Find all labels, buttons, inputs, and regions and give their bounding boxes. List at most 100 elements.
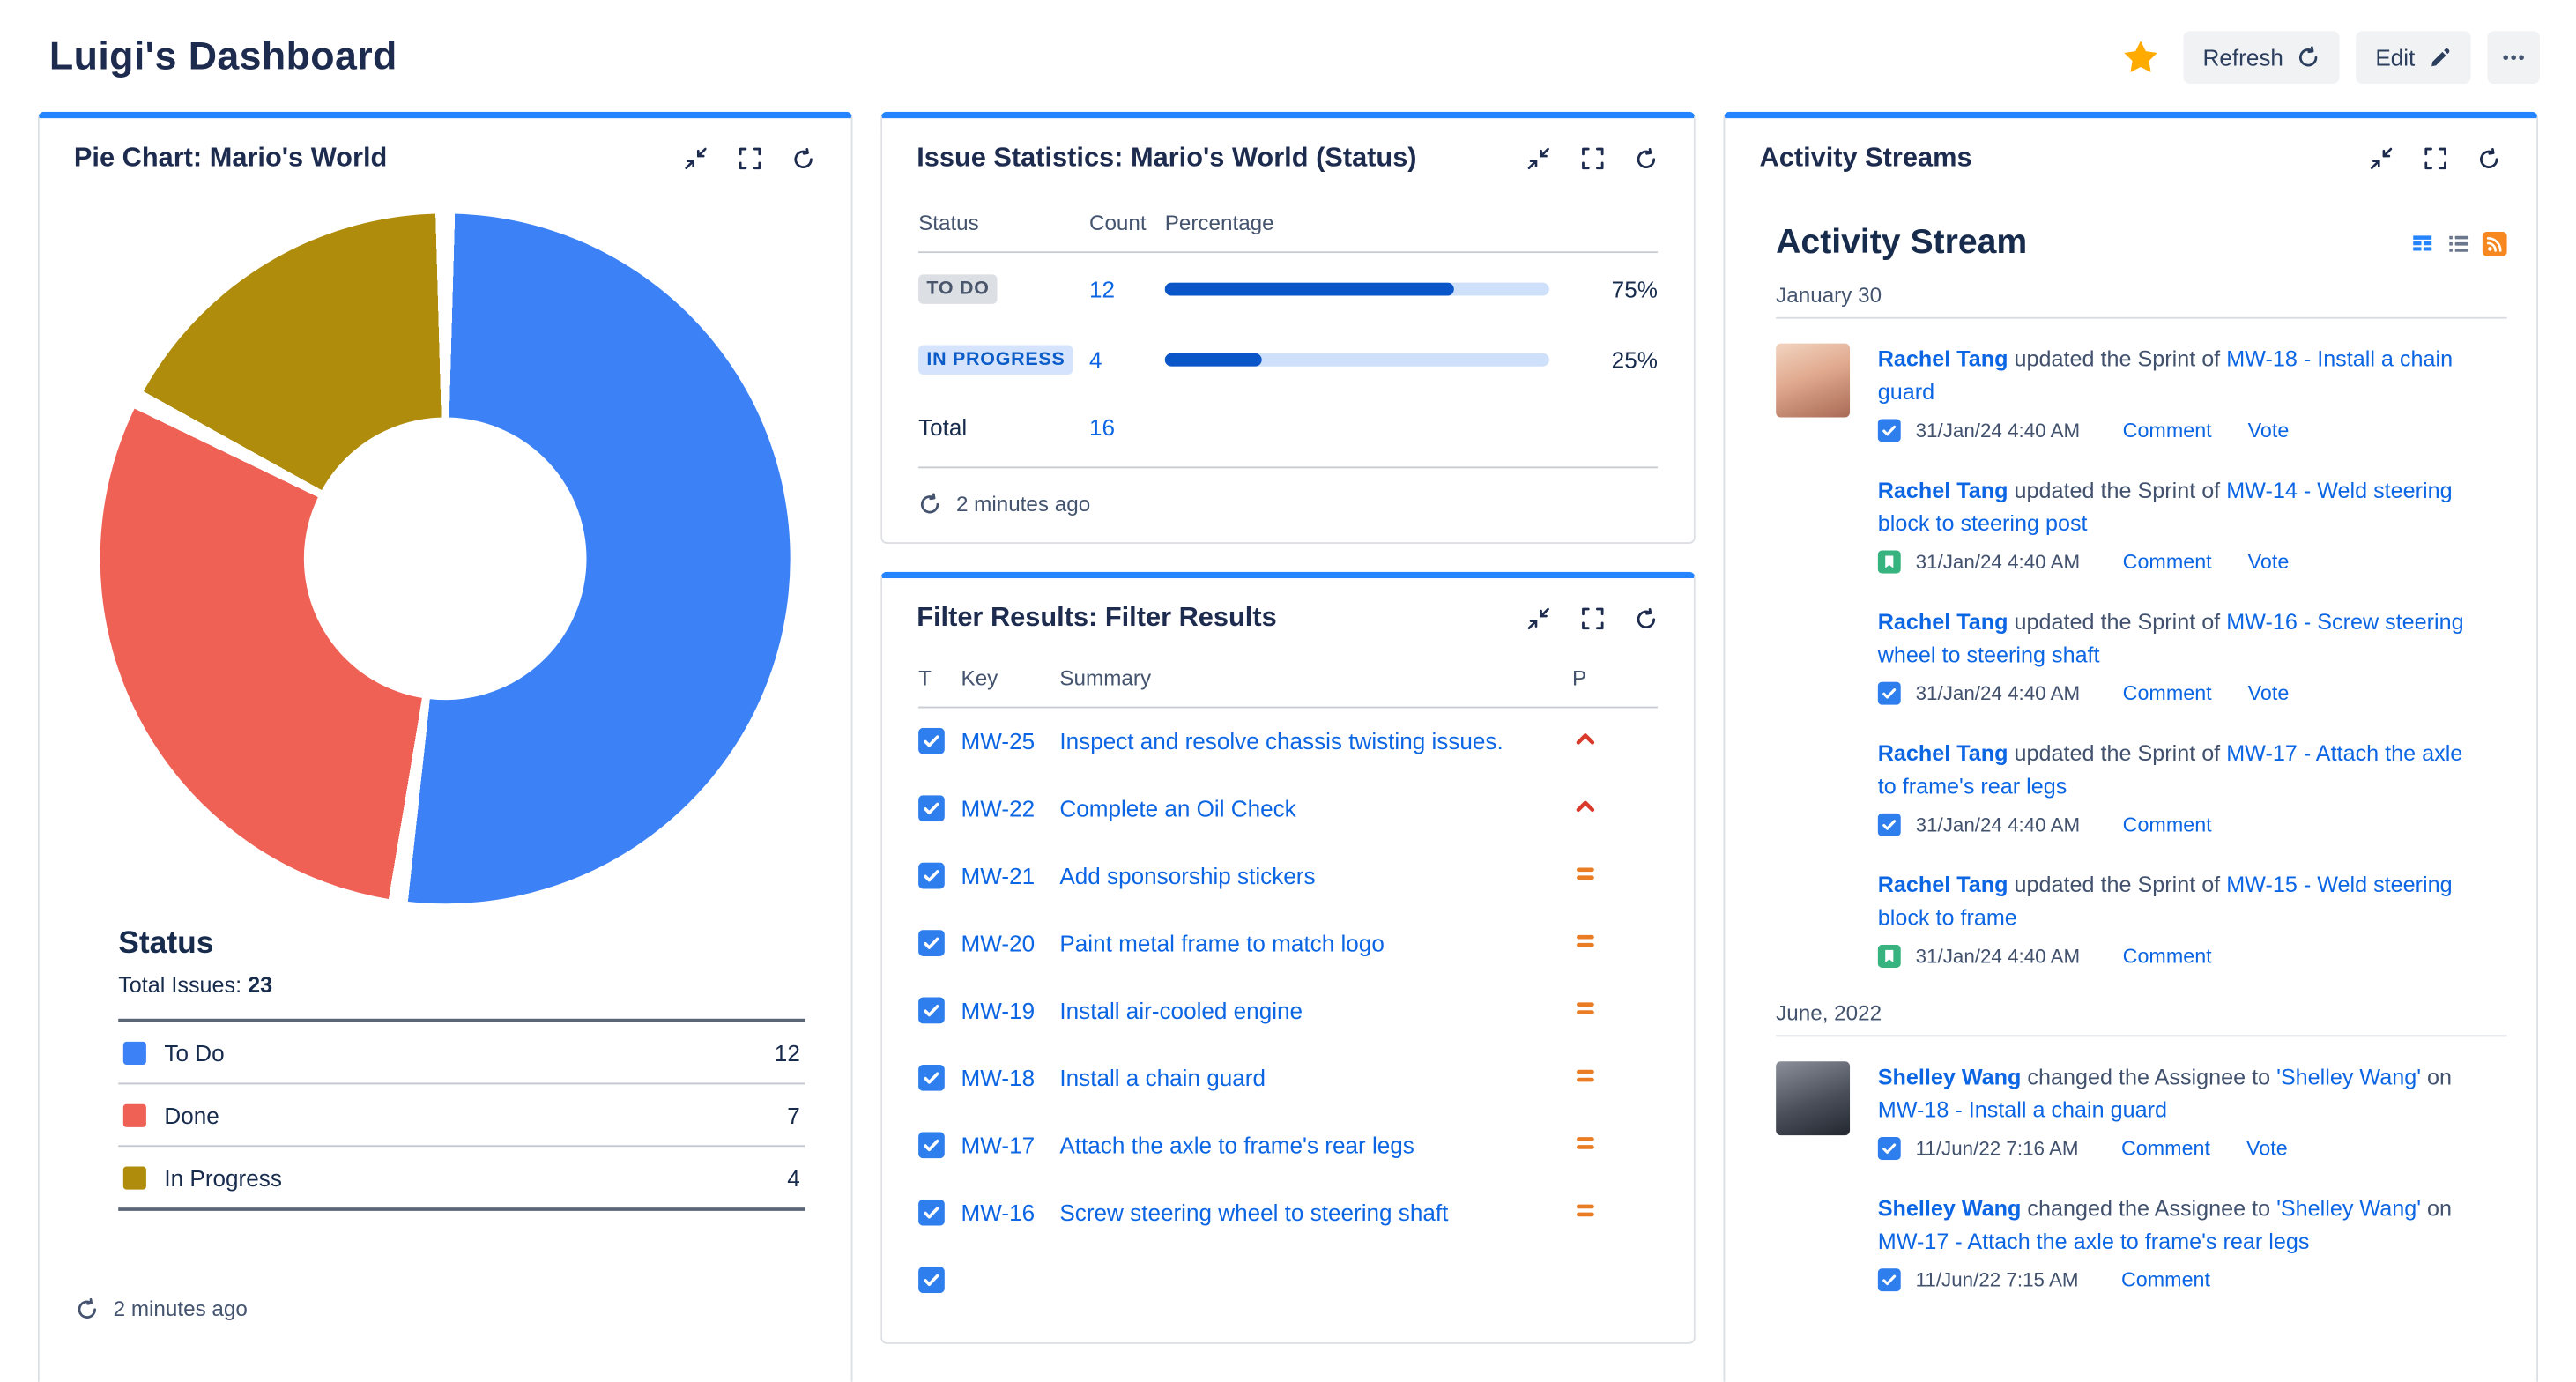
- vote-link[interactable]: Vote: [2246, 1136, 2288, 1161]
- column-status: Status: [918, 210, 979, 235]
- issue-key-link[interactable]: MW-21: [961, 862, 1036, 889]
- issue-key-link[interactable]: MW-22: [961, 795, 1036, 822]
- activity-groups: January 30 Rachel Tang updated the Sprint…: [1776, 283, 2507, 1292]
- issue-key-link[interactable]: MW-17: [961, 1132, 1036, 1159]
- refresh-icon: [918, 492, 941, 515]
- refresh-button[interactable]: Refresh: [2183, 31, 2340, 85]
- issue-link[interactable]: MW-14 - Weld steering block to steering …: [1877, 478, 2453, 535]
- issue-link[interactable]: MW-15 - Weld steering block to frame: [1877, 872, 2453, 930]
- expand-gadget-button[interactable]: [1578, 145, 1605, 172]
- gadget-actions: [1525, 145, 1659, 172]
- stats-progress-bar: [1164, 352, 1549, 366]
- minimize-gadget-button[interactable]: [1525, 606, 1551, 632]
- updated-text: 2 minutes ago: [113, 1296, 248, 1321]
- pie-total-label: Total Issues:: [118, 972, 242, 998]
- rss-icon[interactable]: [2482, 230, 2507, 256]
- expand-gadget-button[interactable]: [736, 145, 762, 172]
- issue-summary-link[interactable]: Inspect and resolve chassis twisting iss…: [1059, 727, 1503, 754]
- minimize-gadget-button[interactable]: [682, 145, 709, 172]
- status-pie-chart[interactable]: [100, 213, 791, 904]
- list-view-icon[interactable]: [2446, 231, 2471, 256]
- comment-link[interactable]: Comment: [2122, 550, 2212, 574]
- actor-link[interactable]: Rachel Tang: [1877, 346, 2008, 372]
- gadget-header: Issue Statistics: Mario's World (Status): [882, 118, 1694, 187]
- actor-link[interactable]: Shelley Wang: [1877, 1196, 2022, 1222]
- issue-summary-link[interactable]: Install a chain guard: [1059, 1064, 1266, 1091]
- actor-link[interactable]: Shelley Wang: [1877, 1064, 2022, 1089]
- actor-link[interactable]: Rachel Tang: [1877, 872, 2008, 897]
- issue-key-link[interactable]: MW-16: [961, 1199, 1036, 1226]
- comment-link[interactable]: Comment: [2122, 681, 2212, 705]
- comment-link[interactable]: Comment: [2122, 944, 2212, 968]
- assignee-link[interactable]: 'Shelley Wang': [2276, 1064, 2422, 1089]
- comment-link[interactable]: Comment: [2120, 1136, 2210, 1161]
- actor-link[interactable]: Rachel Tang: [1877, 478, 2008, 503]
- stats-percentage: 25%: [1611, 346, 1658, 373]
- avatar[interactable]: [1776, 1061, 1851, 1136]
- legend-swatch: [122, 1165, 146, 1189]
- activity-text: Rachel Tang updated the Sprint of MW-15 …: [1877, 872, 2453, 930]
- activity-text-block: Rachel Tang updated the Sprint of MW-14 …: [1877, 475, 2477, 574]
- issue-summary-link[interactable]: Attach the axle to frame's rear legs: [1059, 1132, 1414, 1159]
- favorite-star-button[interactable]: [2114, 31, 2167, 84]
- issue-link[interactable]: MW-16 - Screw steering wheel to steering…: [1877, 609, 2464, 666]
- gadget-updated: 2 minutes ago: [918, 491, 1658, 516]
- avatar[interactable]: [1776, 343, 1851, 418]
- actor-link[interactable]: Rachel Tang: [1877, 740, 2008, 766]
- vote-link[interactable]: Vote: [2247, 550, 2290, 574]
- issue-key-link[interactable]: MW-20: [961, 930, 1036, 956]
- task-type-icon: [918, 1199, 961, 1226]
- issue-summary-link[interactable]: Add sponsorship stickers: [1059, 862, 1316, 889]
- minimize-gadget-button[interactable]: [1525, 145, 1551, 172]
- pie-chart-area: [40, 213, 851, 904]
- stats-count-link[interactable]: 4: [1088, 346, 1102, 373]
- actor-link[interactable]: Rachel Tang: [1877, 609, 2008, 635]
- pie-section-title: Status: [118, 926, 214, 962]
- refresh-gadget-button[interactable]: [1633, 145, 1659, 172]
- activity-group: January 30 Rachel Tang updated the Sprint…: [1776, 283, 2507, 968]
- issue-summary-link[interactable]: Screw steering wheel to steering shaft: [1059, 1199, 1449, 1226]
- more-options-button[interactable]: [2487, 31, 2540, 85]
- issue-summary-link[interactable]: Paint metal frame to match logo: [1059, 930, 1385, 956]
- issue-link[interactable]: MW-18 - Install a chain guard: [1877, 346, 2454, 404]
- activity-date-header: June, 2022: [1776, 1000, 2507, 1037]
- task-type-icon: [918, 1064, 961, 1091]
- table-row-partial: [918, 1247, 1658, 1311]
- issue-summary-link[interactable]: Install air-cooled engine: [1059, 997, 1303, 1024]
- issue-key-link[interactable]: MW-18: [961, 1064, 1036, 1091]
- issue-key-link[interactable]: MW-19: [961, 997, 1036, 1024]
- stats-count-link[interactable]: 12: [1088, 275, 1115, 302]
- expand-gadget-button[interactable]: [2422, 145, 2448, 172]
- page-title: Luigi's Dashboard: [48, 34, 397, 79]
- issue-summary-link[interactable]: Complete an Oil Check: [1059, 795, 1296, 822]
- pie-total: Total Issues: 23: [118, 973, 805, 998]
- updated-text: 2 minutes ago: [955, 491, 1091, 516]
- vote-link[interactable]: Vote: [2247, 419, 2290, 442]
- issue-key-link[interactable]: MW-25: [961, 727, 1036, 754]
- legend-row: To Do 12: [118, 1022, 805, 1085]
- legend-label: In Progress: [164, 1163, 282, 1191]
- minimize-gadget-button[interactable]: [2367, 145, 2394, 172]
- issue-link[interactable]: MW-17 - Attach the axle to frame's rear …: [1877, 1228, 2310, 1253]
- expand-gadget-button[interactable]: [1578, 606, 1605, 632]
- issue-link[interactable]: MW-17 - Attach the axle to frame's rear …: [1877, 740, 2463, 799]
- stats-row: TO DO 12 75%: [918, 253, 1658, 323]
- vote-link[interactable]: Vote: [2247, 681, 2290, 705]
- table-view-icon[interactable]: [2410, 231, 2435, 256]
- legend-row: Done 7: [118, 1084, 805, 1148]
- refresh-gadget-button[interactable]: [1633, 606, 1659, 632]
- comment-link[interactable]: Comment: [2122, 813, 2212, 836]
- legend-value: 7: [787, 1101, 800, 1128]
- comment-link[interactable]: Comment: [2120, 1268, 2210, 1292]
- issue-link[interactable]: MW-18 - Install a chain guard: [1877, 1096, 2168, 1122]
- assignee-link[interactable]: 'Shelley Wang': [2276, 1196, 2422, 1222]
- refresh-gadget-button[interactable]: [791, 145, 817, 172]
- activity-item: Shelley Wang changed the Assignee to 'Sh…: [1776, 1193, 2507, 1292]
- refresh-gadget-button[interactable]: [2476, 145, 2502, 172]
- edit-button[interactable]: Edit: [2355, 31, 2471, 85]
- comment-link[interactable]: Comment: [2122, 419, 2212, 442]
- refresh-icon: [76, 1297, 99, 1320]
- stats-total-link[interactable]: 16: [1088, 413, 1115, 441]
- gadget-title: Activity Streams: [1759, 143, 1972, 173]
- activity-text-block: Rachel Tang updated the Sprint of MW-16 …: [1877, 606, 2477, 705]
